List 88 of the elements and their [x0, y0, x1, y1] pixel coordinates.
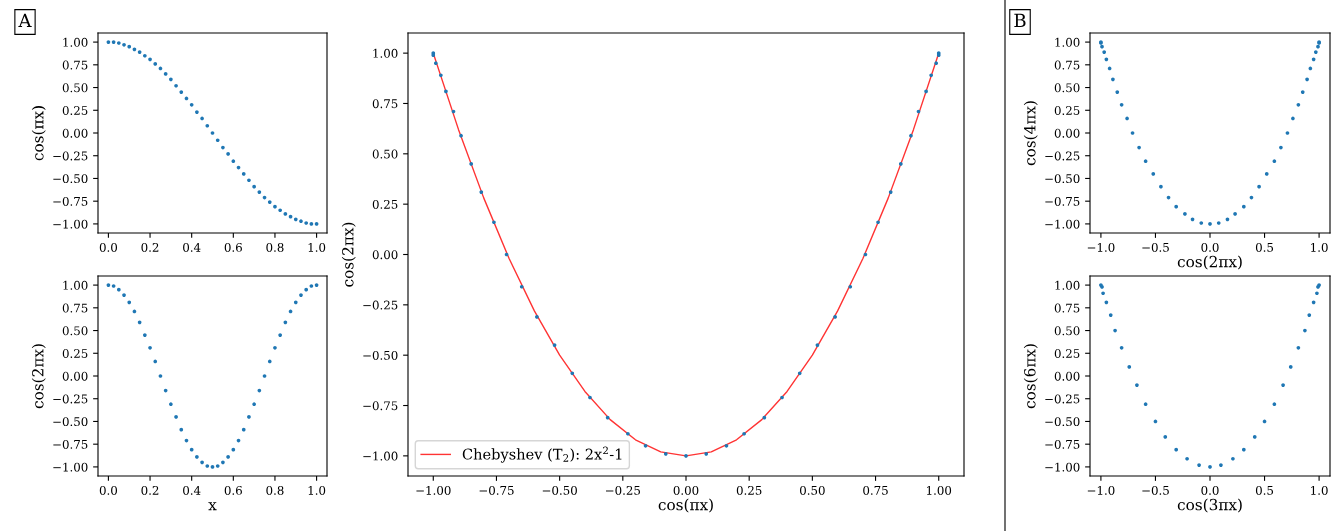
y-tick-label: 0.25 [62, 349, 88, 358]
x-axis-title: cos(2πx) [1177, 255, 1242, 270]
x-tick-label: 0.6 [224, 485, 242, 495]
x-tick-label: 1.00 [927, 485, 952, 495]
y-tick-label: −0.75 [1045, 196, 1080, 206]
y-tick-label: 0.00 [1054, 371, 1080, 381]
x-tick-label: 0.2 [141, 485, 159, 495]
y-tick-label: 0.00 [62, 128, 88, 138]
y-tick-label: 0.50 [1054, 326, 1080, 336]
x-tick-label: 0.5 [1255, 485, 1274, 495]
x-tick-label: −0.50 [542, 485, 577, 495]
x-tick-label: 0.0 [99, 485, 118, 495]
y-tick-label: 0.50 [1054, 83, 1080, 93]
x-tick-label: 1.0 [1311, 485, 1328, 495]
y-tick-label: 0.50 [62, 83, 88, 93]
x-tick-label: −0.75 [479, 485, 514, 495]
y-axis-title: cos(2πx) [31, 344, 46, 409]
x-tick-label: 0.4 [183, 242, 201, 252]
x-tick-label: 0.4 [183, 485, 201, 495]
y-tick-label: −0.50 [53, 174, 88, 184]
x-tick-label: 0.0 [99, 242, 118, 252]
y-tick-label: −1.00 [1045, 462, 1080, 472]
y-tick-label: −0.25 [53, 151, 88, 161]
y-tick-label: −0.75 [1045, 439, 1080, 449]
x-tick-label: 0.00 [673, 485, 699, 495]
y-tick-label: −1.00 [1045, 219, 1080, 229]
x-tick-label: 1.0 [308, 485, 326, 495]
y-tick-label: 0.25 [372, 199, 398, 209]
y-tick-label: 0.00 [1054, 128, 1080, 138]
text: A [18, 13, 32, 27]
y-tick-label: 0.25 [1054, 106, 1080, 115]
y-tick-label: 1.00 [63, 280, 88, 290]
x-tick-label: 1.0 [1311, 242, 1328, 252]
y-axis-title: cos(4πx) [1023, 101, 1038, 166]
y-tick-label: 1.00 [1055, 280, 1080, 290]
y-tick-label: −0.25 [1045, 394, 1080, 404]
y-tick-label: 0.50 [372, 149, 398, 159]
x-tick-label: 0.75 [863, 485, 888, 495]
y-tick-label: −0.75 [53, 439, 88, 449]
y-axis-title: cos(6πx) [1023, 344, 1038, 409]
x-tick-label: −1.00 [416, 485, 451, 495]
y-tick-label: −0.25 [363, 300, 398, 310]
x-tick-label: 0.0 [1201, 242, 1219, 252]
x-tick-label: 0.25 [736, 485, 762, 495]
x-tick-label: −1.0 [1087, 485, 1115, 495]
y-tick-label: −0.25 [53, 394, 88, 404]
x-tick-label: −1.0 [1087, 242, 1115, 252]
y-tick-label: −0.25 [1045, 151, 1080, 161]
x-tick-label: 1.0 [308, 242, 326, 252]
x-axis-title: cos(πx) [658, 498, 713, 513]
y-tick-label: −0.75 [363, 401, 398, 411]
x-tick-label: 0.8 [266, 242, 284, 252]
y-tick-label: −1.00 [363, 451, 398, 461]
y-tick-label: 0.75 [62, 303, 88, 313]
x-tick-label: 0.0 [1201, 485, 1219, 495]
x-tick-label: 0.8 [266, 485, 284, 495]
y-tick-label: 1.00 [373, 48, 398, 58]
x-tick-label: −0.5 [1142, 242, 1169, 252]
y-tick-label: 1.00 [1055, 37, 1080, 47]
y-tick-label: −0.50 [1045, 417, 1080, 427]
y-tick-label: 0.00 [62, 371, 88, 381]
y-tick-label: 0.75 [1054, 303, 1080, 313]
y-tick-label: 0.25 [1054, 349, 1080, 358]
x-tick-label: 0.6 [224, 242, 242, 252]
y-tick-label: −0.50 [363, 350, 398, 360]
x-tick-label: 0.2 [141, 242, 159, 252]
y-tick-label: −0.50 [1045, 174, 1080, 184]
y-tick-label: 0.25 [62, 106, 88, 115]
y-tick-label: −0.50 [53, 417, 88, 427]
y-tick-label: 0.75 [372, 99, 398, 109]
y-tick-label: −1.00 [53, 462, 88, 472]
y-tick-label: 0.50 [62, 326, 88, 336]
x-tick-label: −0.25 [605, 485, 640, 495]
y-tick-label: 1.00 [63, 37, 88, 47]
x-axis-title: x [208, 502, 217, 511]
x-tick-label: 0.5 [1255, 242, 1274, 252]
y-axis-title: cos(2πx) [341, 222, 356, 287]
y-tick-label: −1.00 [53, 219, 88, 229]
y-tick-label: 0.00 [372, 250, 398, 260]
y-tick-label: −0.75 [53, 196, 88, 206]
y-axis-title: cos(πx) [31, 106, 46, 161]
y-tick-label: 0.75 [62, 60, 88, 70]
x-tick-label: 0.50 [800, 485, 825, 495]
text: B [1014, 13, 1026, 27]
x-axis-title: cos(3πx) [1177, 498, 1242, 513]
y-tick-label: 0.75 [1054, 60, 1080, 70]
x-tick-label: −0.5 [1142, 485, 1169, 495]
legend-label: Chebyshev (T$_{2}$): 2x$^{2}$-1 [462, 446, 622, 463]
